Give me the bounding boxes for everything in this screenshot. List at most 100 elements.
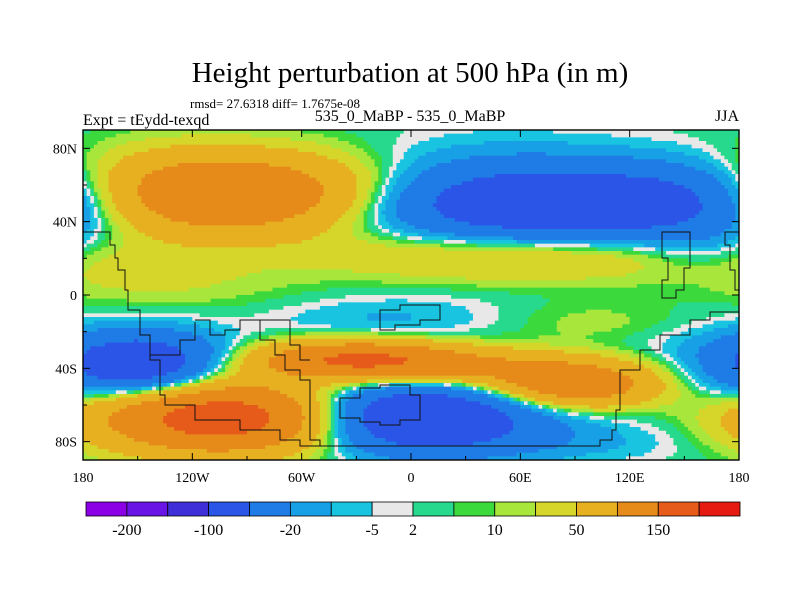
contour-cell	[698, 361, 736, 366]
colorbar-box	[412, 501, 455, 517]
contour-cell	[123, 155, 328, 160]
contour-cell	[370, 185, 376, 190]
contour-cell	[673, 401, 722, 406]
contour-cell	[571, 251, 623, 256]
contour-cell	[658, 394, 682, 399]
contour-cell	[338, 434, 350, 439]
contour-cell	[97, 445, 168, 450]
contour-cell	[549, 298, 739, 303]
contour-cell	[374, 203, 379, 208]
contour-cell	[97, 159, 121, 164]
contour-cell	[666, 386, 678, 391]
contour-cell	[728, 254, 739, 259]
contour-cell	[396, 177, 416, 182]
contour-cell	[677, 221, 733, 226]
contour-cell	[451, 287, 711, 292]
contour-cell	[108, 148, 150, 153]
contour-cell	[680, 379, 685, 384]
contour-cell	[593, 339, 623, 344]
contour-cell	[429, 331, 503, 336]
contour-cell	[221, 357, 226, 362]
contour-cell	[702, 331, 736, 336]
contour-cell	[83, 243, 88, 248]
contour-cell	[137, 185, 325, 190]
contour-cell	[319, 401, 328, 406]
contour-cell	[633, 155, 700, 160]
contour-cell	[301, 408, 321, 413]
contour-cell	[330, 412, 336, 417]
contour-cell	[691, 390, 700, 395]
contour-cell	[261, 269, 354, 274]
contour-cell	[327, 394, 332, 399]
contour-cell	[363, 203, 368, 208]
contour-cell	[290, 317, 368, 322]
contour-cell	[83, 353, 186, 358]
contour-cell	[378, 199, 383, 204]
contour-cell	[210, 284, 288, 289]
contour-cell	[728, 240, 739, 245]
contour-cell	[677, 416, 696, 421]
contour-cell	[279, 390, 317, 395]
contour-cell	[414, 240, 445, 245]
contour-cell	[206, 364, 215, 369]
colorbar-box	[698, 501, 741, 517]
contour-cell	[261, 427, 303, 432]
contour-cell	[327, 441, 332, 446]
contour-cell	[276, 368, 613, 373]
colorbar-box	[85, 501, 128, 517]
colorbar-box	[208, 501, 250, 517]
contour-cell	[487, 390, 492, 395]
contour-cell	[717, 148, 736, 153]
contour-cell	[553, 408, 558, 413]
contour-cell	[378, 203, 387, 208]
contour-cell	[381, 159, 394, 164]
contour-cell	[531, 405, 540, 410]
contour-cell	[381, 210, 398, 215]
contour-cell	[381, 188, 387, 193]
contour-cell	[367, 427, 514, 432]
contour-cell	[370, 196, 376, 201]
contour-cell	[363, 386, 387, 391]
contour-cell	[713, 144, 736, 149]
contour-cell	[385, 185, 394, 190]
contour-cell	[232, 361, 244, 366]
contour-cell	[243, 350, 252, 355]
contour-cell	[83, 401, 95, 406]
contour-cell	[319, 416, 328, 421]
contour-cell	[367, 405, 492, 410]
contour-cell	[378, 196, 383, 201]
contour-cell	[633, 258, 664, 263]
contour-cell	[709, 236, 736, 241]
contour-cell	[443, 188, 693, 193]
contour-cell	[724, 291, 739, 296]
contour-cell	[378, 170, 383, 175]
contour-cell	[571, 438, 627, 443]
contour-cell	[465, 240, 518, 245]
contour-cell	[83, 317, 193, 322]
contour-cell	[575, 434, 623, 439]
contour-cell	[367, 210, 376, 215]
contour-cell	[396, 240, 416, 245]
contour-cell	[363, 423, 514, 428]
contour-cell	[367, 214, 376, 219]
contour-cell	[662, 353, 671, 358]
contour-cell	[436, 207, 704, 212]
contour-cell	[367, 196, 372, 201]
contour-cell	[629, 144, 693, 149]
contour-cell	[698, 419, 722, 424]
contour-cell	[629, 317, 667, 322]
contour-cell	[673, 357, 682, 362]
contour-cell	[626, 438, 656, 443]
contour-cell	[728, 159, 736, 164]
contour-cell	[97, 174, 110, 179]
contour-cell	[735, 243, 739, 248]
contour-cell	[513, 423, 569, 428]
contour-cell	[181, 133, 252, 138]
contour-cell	[389, 174, 394, 179]
contour-cell	[305, 309, 470, 314]
contour-cell	[567, 361, 634, 366]
contour-cell	[327, 427, 332, 432]
contour-cell	[421, 170, 707, 175]
contour-cell	[421, 236, 449, 241]
